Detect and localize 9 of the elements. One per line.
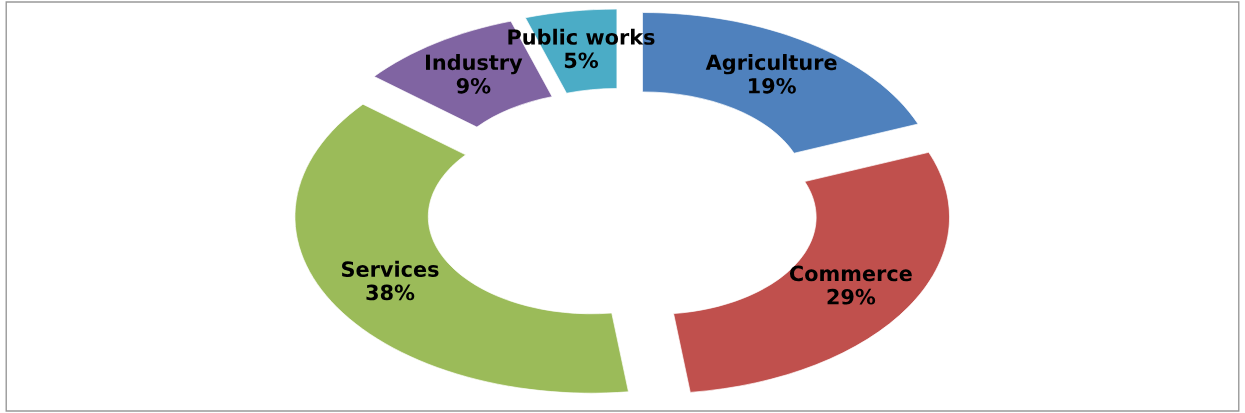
data-label: 9% bbox=[456, 77, 491, 94]
data-label: 38% bbox=[366, 284, 415, 301]
slice-label: Services bbox=[342, 260, 439, 277]
data-label: 29% bbox=[827, 288, 876, 305]
slice-label: Agriculture bbox=[705, 54, 837, 75]
slice-label: Industry bbox=[426, 54, 523, 75]
data-label: 5% bbox=[564, 52, 599, 69]
data-label: 19% bbox=[749, 77, 796, 94]
slice-label: Commerce bbox=[789, 265, 912, 282]
